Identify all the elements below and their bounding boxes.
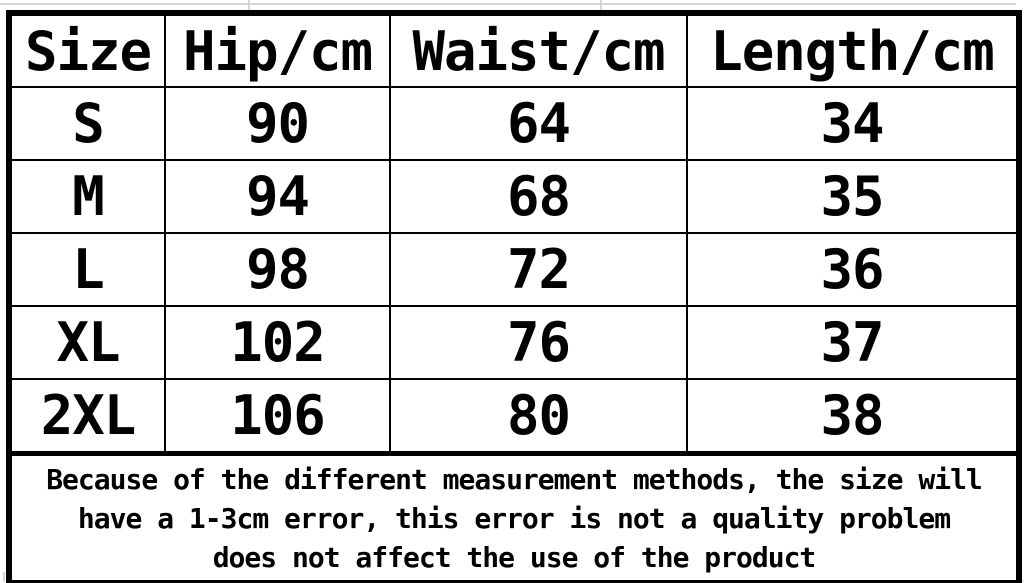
table-row-m: M 94 68 35	[8, 159, 1020, 234]
cell-length: 36	[686, 232, 1020, 307]
header-row: Size Hip/cm Waist/cm Length/cm	[8, 12, 1020, 88]
cell-waist: 64	[389, 86, 688, 161]
note-line-2: have a 1-3cm error, this error is not a …	[77, 501, 951, 535]
cell-waist: 76	[389, 305, 688, 380]
cell-hip: 102	[164, 305, 391, 380]
header-cell-waist: Waist/cm	[389, 12, 688, 88]
cell-hip: 90	[164, 86, 391, 161]
cell-waist: 72	[389, 232, 688, 307]
ghost-gridline-tick	[600, 0, 602, 10]
table-row-s: S 90 64 34	[8, 86, 1020, 161]
table-row-xl: XL 102 76 37	[8, 305, 1020, 380]
cell-size: L	[8, 232, 166, 307]
header-cell-length: Length/cm	[686, 12, 1020, 88]
cell-length: 37	[686, 305, 1020, 380]
ghost-gridline-tick	[248, 0, 250, 10]
cell-size: XL	[8, 305, 166, 380]
size-chart-table: Size Hip/cm Waist/cm Length/cm S 90 64 3…	[6, 10, 1022, 583]
note-line-3: does not affect the use of the product	[212, 540, 817, 574]
cell-hip: 98	[164, 232, 391, 307]
measurement-note: Because of the different measurement met…	[8, 451, 1020, 583]
header-cell-hip: Hip/cm	[164, 12, 391, 88]
cell-length: 34	[686, 86, 1020, 161]
note-row: Because of the different measurement met…	[8, 451, 1020, 583]
cell-size: 2XL	[8, 378, 166, 455]
cell-hip: 94	[164, 159, 391, 234]
cell-length: 35	[686, 159, 1020, 234]
table-row-l: L 98 72 36	[8, 232, 1020, 307]
header-cell-size: Size	[8, 12, 166, 88]
note-line-1: Because of the different measurement met…	[46, 462, 983, 496]
cell-waist: 80	[389, 378, 688, 455]
cell-waist: 68	[389, 159, 688, 234]
cell-hip: 106	[164, 378, 391, 455]
ghost-gridline-tick	[3, 572, 5, 582]
cell-size: M	[8, 159, 166, 234]
ghost-gridline-top	[0, 3, 1016, 5]
table-row-2xl: 2XL 106 80 38	[8, 378, 1020, 455]
cell-size: S	[8, 86, 166, 161]
cell-length: 38	[686, 378, 1020, 455]
